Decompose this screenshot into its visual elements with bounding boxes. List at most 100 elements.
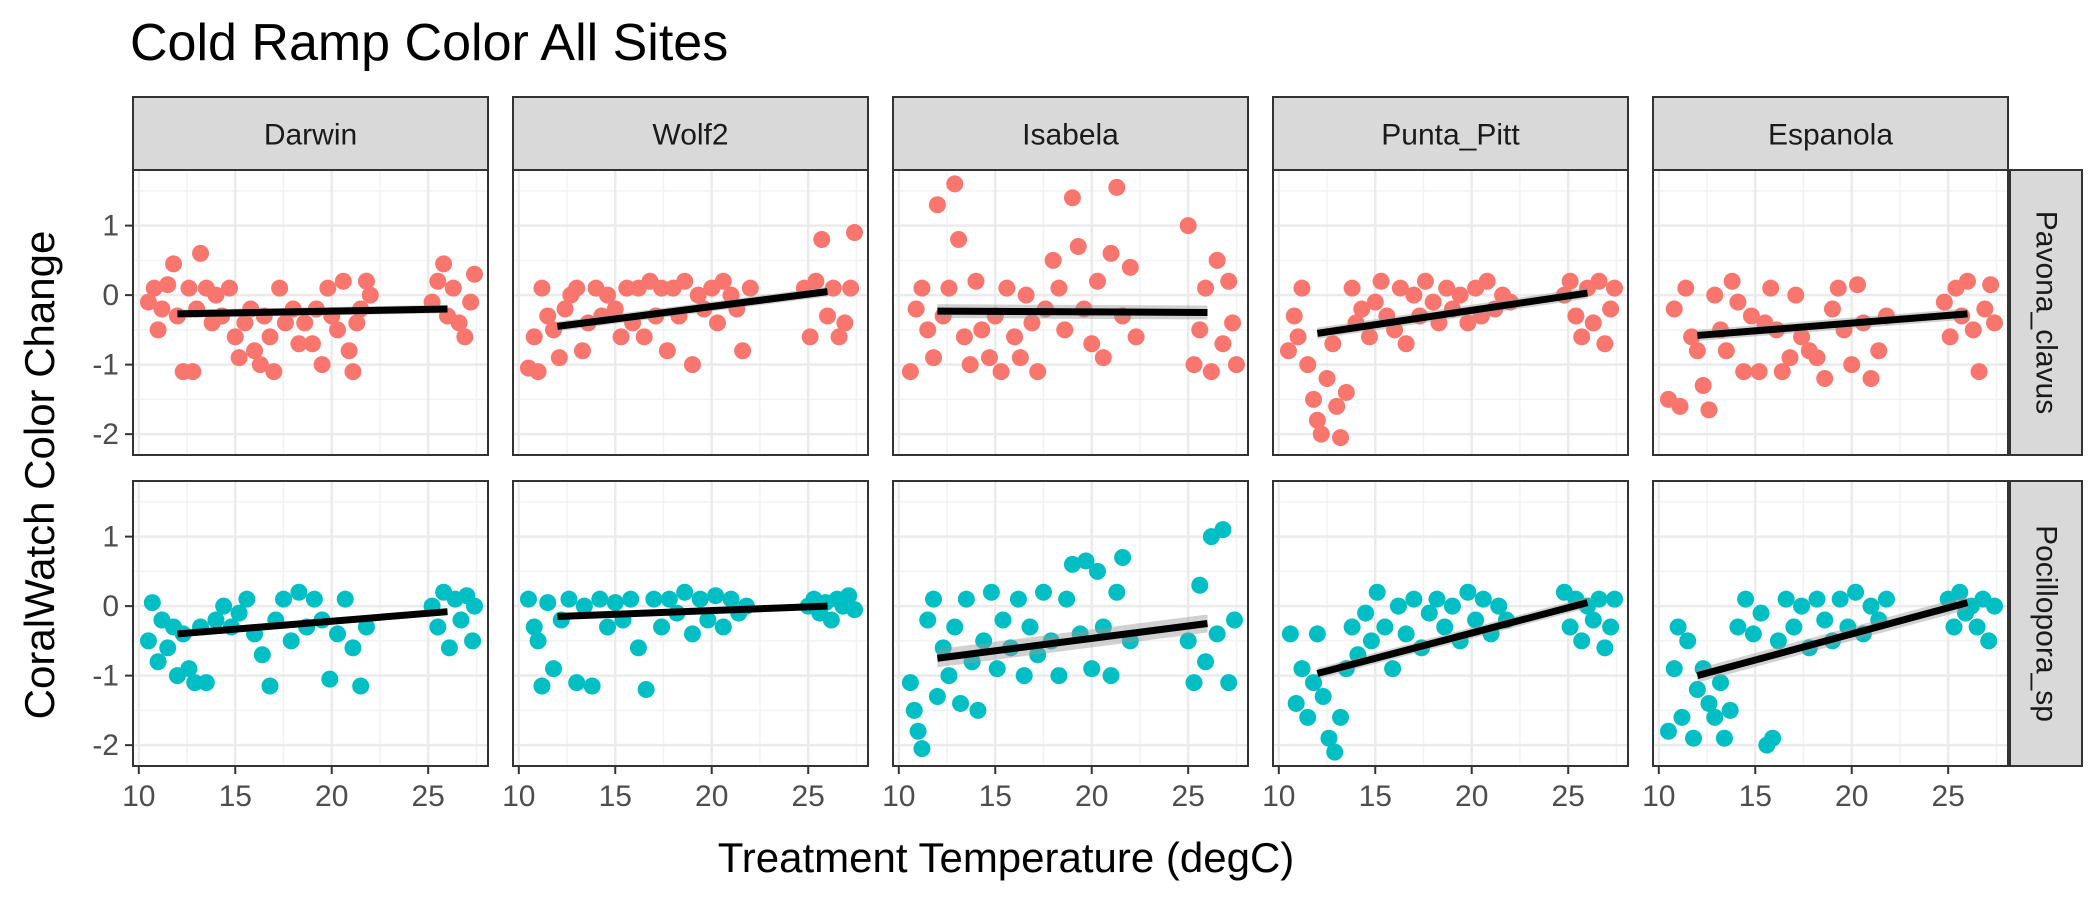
data-point: [340, 342, 358, 360]
data-point: [321, 670, 339, 688]
data-point: [807, 272, 825, 290]
data-point: [1785, 618, 1803, 636]
data-point: [465, 265, 483, 283]
data-point: [1561, 272, 1579, 290]
data-point: [1970, 363, 1988, 381]
data-point: [1185, 674, 1203, 692]
data-point: [988, 660, 1006, 678]
strip-background: [892, 96, 1249, 171]
data-point: [1982, 276, 2000, 294]
fit-line: [177, 608, 448, 638]
data-point: [599, 618, 617, 636]
x-tick-label: 25: [792, 780, 825, 813]
data-point: [1281, 625, 1299, 643]
data-point: [1849, 276, 1867, 294]
strip-label-site: Punta_Pitt: [1381, 119, 1520, 152]
data-point: [1573, 328, 1591, 346]
panel-border: [512, 480, 869, 767]
data-point: [973, 321, 991, 339]
data-point: [261, 328, 279, 346]
data-point: [1706, 708, 1724, 726]
data-point: [462, 293, 480, 311]
panel-espanola-pocillopora-sp: 10 15 20 25: [1642, 480, 2009, 813]
data-point: [165, 255, 183, 273]
y-tick-label: 1: [102, 210, 119, 243]
data-point: [1326, 743, 1344, 761]
panel-border: [132, 480, 489, 767]
data-point: [357, 272, 375, 290]
data-point: [153, 300, 171, 318]
data-point: [1011, 349, 1029, 367]
x-tick-label: 25: [1552, 780, 1585, 813]
panel-border: [1652, 480, 2009, 767]
data-point: [573, 342, 591, 360]
x-axis-title: Treatment Temperature (degC): [718, 834, 1295, 881]
data-point: [1357, 604, 1375, 622]
data-point: [1384, 660, 1402, 678]
panel-darwin-pavona-clavus: -2 -1 0 1: [92, 169, 489, 456]
y-tick-label: 1: [102, 521, 119, 554]
data-point: [1121, 258, 1139, 276]
data-point: [1360, 328, 1378, 346]
data-point: [1941, 328, 1959, 346]
data-point: [591, 590, 609, 608]
data-point: [1366, 293, 1384, 311]
strip-background: [512, 96, 869, 171]
data-point: [612, 328, 630, 346]
data-point: [707, 587, 725, 605]
data-point: [192, 244, 210, 262]
data-point: [689, 286, 707, 304]
data-point: [1108, 583, 1126, 601]
data-point: [348, 314, 366, 332]
fit-line: [177, 305, 448, 318]
y-tick-label: 0: [102, 279, 119, 312]
data-point: [1829, 279, 1847, 297]
data-point: [1308, 411, 1326, 429]
data-point: [1287, 694, 1305, 712]
data-point: [1980, 632, 1998, 650]
data-point: [1017, 286, 1035, 304]
data-point: [1968, 618, 1986, 636]
data-point: [1590, 272, 1608, 290]
data-point: [901, 363, 919, 381]
data-point: [722, 590, 740, 608]
strip-label-species: Pocillopora_sp: [2030, 525, 2063, 722]
data-point: [818, 307, 836, 325]
data-point: [925, 590, 943, 608]
data-point: [1474, 590, 1492, 608]
data-point: [1056, 321, 1074, 339]
strip-label-species: Pavona_clavus: [2030, 211, 2063, 414]
data-point: [622, 590, 640, 608]
data-point: [940, 667, 958, 685]
data-point: [801, 328, 819, 346]
strip-background: [2009, 169, 2083, 456]
x-tick-label: 20: [315, 780, 348, 813]
y-tick-label: 0: [102, 590, 119, 623]
data-point: [1590, 590, 1608, 608]
data-point: [1197, 279, 1215, 297]
data-point: [901, 674, 919, 692]
data-point: [1343, 279, 1361, 297]
data-point: [722, 286, 740, 304]
x-tick-label: 25: [412, 780, 445, 813]
data-point: [1958, 272, 1976, 290]
data-point: [1715, 729, 1733, 747]
x-tick-label: 15: [599, 780, 632, 813]
data-point: [830, 328, 848, 346]
strip-punta-pitt: Punta_Pitt: [1272, 96, 1629, 171]
data-point: [1208, 251, 1226, 269]
chart-title: Cold Ramp Color All Sites: [130, 14, 728, 72]
data-point: [180, 279, 198, 297]
data-point: [207, 286, 225, 304]
data-point: [1700, 694, 1718, 712]
data-point: [1935, 293, 1953, 311]
data-point: [452, 611, 470, 629]
data-point: [560, 590, 578, 608]
data-point: [1279, 342, 1297, 360]
strip-background: [132, 96, 489, 171]
data-point: [1750, 363, 1768, 381]
data-point: [1305, 674, 1323, 692]
data-point: [1029, 646, 1047, 664]
panel-punta-pitt-pocillopora-sp: 10 15 20 25: [1262, 480, 1629, 813]
data-point: [907, 300, 925, 318]
